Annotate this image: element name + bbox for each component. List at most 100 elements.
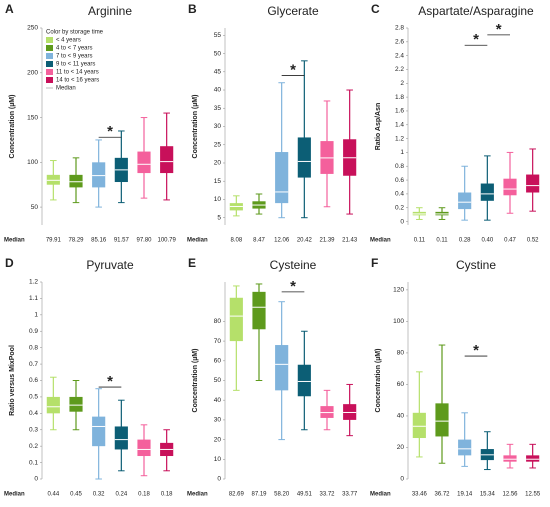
median-value: 33.77 (342, 492, 358, 498)
box (137, 439, 151, 457)
box (526, 174, 540, 193)
y-tick-label: 2.4 (395, 52, 404, 59)
y-tick-label: 5 (217, 214, 221, 221)
median-value: 0.45 (70, 492, 82, 498)
median-value: 0.47 (504, 238, 516, 244)
y-tick-label: 50 (31, 204, 39, 211)
y-tick-label: 0.1 (29, 459, 38, 466)
box (46, 174, 60, 185)
panel-title: Cysteine (270, 258, 317, 272)
median-value: 0.32 (93, 492, 105, 498)
y-tick-label: 0 (400, 476, 404, 483)
legend-label: 4 to < 7 years (56, 46, 93, 52)
y-tick-label: 30 (214, 417, 222, 424)
legend-swatch (46, 69, 53, 75)
y-tick-label: 40 (397, 413, 405, 420)
y-tick-label: 0.5 (29, 394, 38, 401)
y-tick-label: 0.2 (29, 443, 38, 450)
y-tick-label: 0.9 (29, 328, 38, 335)
y-tick-label: 80 (397, 350, 405, 357)
y-tick-label: 0 (400, 218, 404, 225)
panel-title: Cystine (456, 258, 496, 272)
legend-label: 11 to < 14 years (56, 70, 99, 76)
y-tick-label: 250 (27, 25, 38, 32)
panel-title: Arginine (88, 4, 132, 18)
y-tick-label: 2 (400, 80, 404, 87)
median-value: 100.79 (157, 238, 176, 244)
y-tick-label: 40 (214, 87, 222, 94)
median-value: 79.91 (46, 238, 62, 244)
median-value: 33.46 (412, 492, 428, 498)
box (114, 426, 128, 450)
panel-letter: A (5, 2, 14, 16)
box (160, 146, 174, 174)
median-value: 12.55 (525, 492, 541, 498)
median-value: 49.51 (297, 492, 313, 498)
legend-swatch (46, 77, 53, 83)
y-tick-label: 0.8 (395, 163, 404, 170)
y-tick-label: 20 (397, 444, 405, 451)
panel-title: Aspartate/Asparagine (418, 4, 534, 18)
y-tick-label: 1.2 (395, 135, 404, 142)
y-tick-label: 1.6 (395, 108, 404, 115)
y-axis-label: Ratio Asp/Asn (375, 103, 382, 151)
y-tick-label: 1 (400, 149, 404, 156)
y-tick-label: 2.8 (395, 25, 404, 32)
median-value: 91.57 (114, 238, 130, 244)
legend-label: 14 to < 16 years (56, 78, 99, 84)
legend-swatch (46, 45, 53, 51)
y-tick-label: 2.6 (395, 39, 404, 46)
box (526, 455, 540, 462)
significance-star: * (473, 31, 479, 48)
y-tick-label: 1.4 (395, 121, 404, 128)
y-tick-label: 0.6 (29, 377, 38, 384)
y-tick-label: 1.2 (29, 279, 38, 286)
y-tick-label: 25 (214, 141, 222, 148)
y-tick-label: 150 (27, 114, 38, 121)
y-tick-label: 20 (214, 160, 222, 167)
median-row-label: Median (187, 238, 208, 244)
box (297, 137, 311, 178)
significance-star: * (290, 61, 296, 78)
y-tick-label: 0 (217, 476, 221, 483)
y-tick-label: 50 (214, 377, 222, 384)
box (412, 412, 426, 439)
y-axis-label: Concentration (µM) (192, 95, 199, 159)
significance-star: * (496, 21, 502, 38)
y-tick-label: 200 (27, 69, 38, 76)
median-value: 12.56 (502, 492, 518, 498)
box (435, 403, 449, 437)
y-axis-label: Concentration (µM) (192, 349, 199, 413)
panel-letter: D (5, 256, 14, 270)
median-value: 0.44 (47, 492, 59, 498)
y-tick-label: 100 (27, 159, 38, 166)
median-value: 0.24 (115, 492, 127, 498)
legend-label: 7 to < 9 years (56, 54, 93, 60)
y-tick-label: 70 (214, 338, 222, 345)
y-tick-label: 0.8 (29, 344, 38, 351)
significance-star: * (473, 342, 479, 359)
y-tick-label: 10 (214, 196, 222, 203)
median-value: 36.72 (434, 492, 450, 498)
box (275, 152, 289, 204)
y-tick-label: 55 (214, 32, 222, 39)
median-value: 78.29 (68, 238, 84, 244)
y-tick-label: 0.4 (395, 191, 404, 198)
y-tick-label: 10 (214, 456, 222, 463)
box (297, 364, 311, 397)
median-value: 0.28 (459, 238, 471, 244)
y-tick-label: 40 (214, 397, 222, 404)
y-tick-label: 0.7 (29, 361, 38, 368)
panel-letter: F (371, 256, 378, 270)
significance-star: * (107, 123, 113, 140)
box (69, 174, 83, 188)
median-value: 19.14 (457, 492, 473, 498)
median-value: 0.11 (436, 238, 448, 244)
median-value: 21.39 (319, 238, 335, 244)
y-tick-label: 80 (214, 318, 222, 325)
legend-swatch (46, 53, 53, 59)
y-tick-label: 45 (214, 68, 222, 75)
median-row-label: Median (187, 492, 208, 498)
median-value: 0.40 (481, 238, 493, 244)
